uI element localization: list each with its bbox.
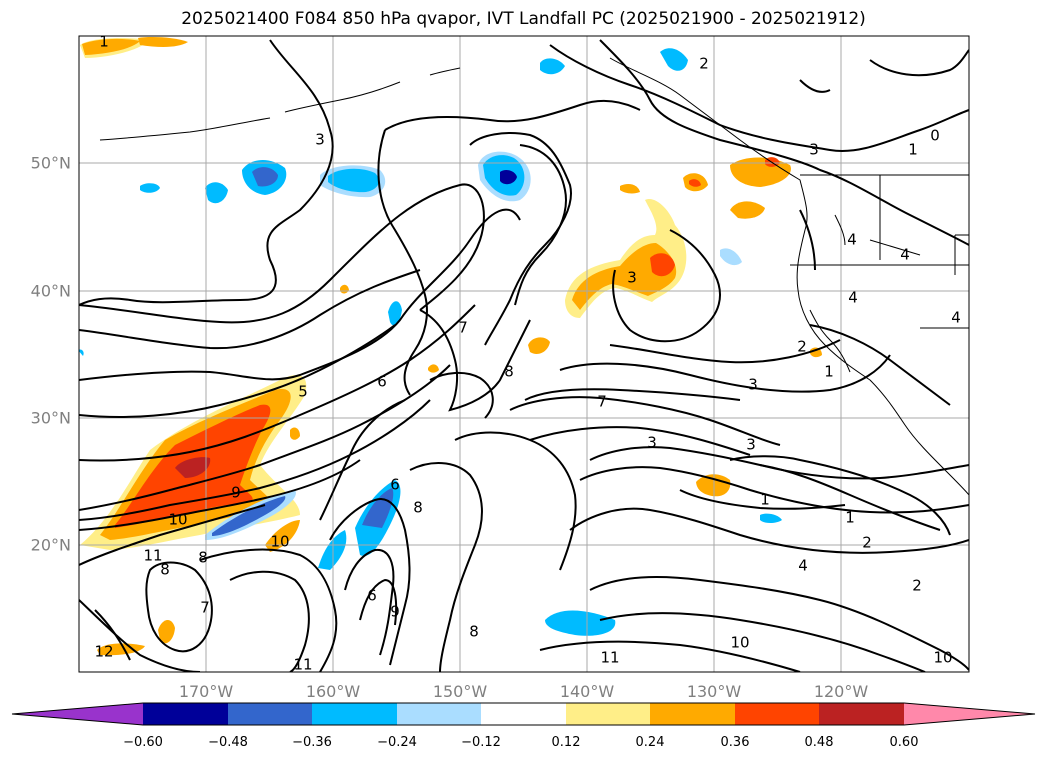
contour-label: 9 <box>390 603 400 621</box>
contour-label: 4 <box>848 289 858 307</box>
contour-label: 4 <box>951 309 961 327</box>
longitude-labels: 170°W 160°W 150°W 140°W 130°W 120°W <box>179 682 869 701</box>
contour-label: 12 <box>94 643 113 661</box>
contour-label: 3 <box>315 131 325 149</box>
colorbar-segment <box>312 703 397 725</box>
contour-label: 11 <box>143 547 162 565</box>
colorbar-extend-right <box>904 703 1035 725</box>
lon-label: 160°W <box>306 682 361 701</box>
contour-label: 1 <box>99 33 109 51</box>
chart-title: 2025021400 F084 850 hPa qvapor, IVT Land… <box>181 9 866 29</box>
contour-label: 8 <box>198 549 208 567</box>
contour-label: 2 <box>912 577 922 595</box>
contour-label: 2 <box>862 534 872 552</box>
contour-label: 7 <box>200 599 210 617</box>
contour-label: 2 <box>797 338 807 356</box>
contour-label: 3 <box>809 141 819 159</box>
lon-label: 170°W <box>179 682 234 701</box>
contour-label: 0 <box>930 127 940 145</box>
lon-label: 140°W <box>560 682 615 701</box>
contour-label: 10 <box>168 511 187 529</box>
contour-label: 1 <box>760 491 770 509</box>
contour-label: 2 <box>699 55 709 73</box>
colorbar-tick-label: 0.24 <box>636 735 665 750</box>
lat-label: 40°N <box>31 282 71 301</box>
contour-label: 8 <box>469 623 479 641</box>
colorbar-tick-label: 0.36 <box>721 735 750 750</box>
contour-label: 3 <box>746 436 756 454</box>
colorbar-tick-label: 0.60 <box>890 735 919 750</box>
contour-lines <box>79 39 969 672</box>
latitude-labels: 50°N 40°N 30°N 20°N <box>31 154 71 555</box>
contour-label: 7 <box>597 393 607 411</box>
contour-label: 11 <box>600 649 619 667</box>
contour-label: 10 <box>270 533 289 551</box>
colorbar-outline <box>11 702 1036 726</box>
lat-label: 30°N <box>31 409 71 428</box>
contour-label: 1 <box>845 509 855 527</box>
contour-label: 10 <box>730 634 749 652</box>
contour-label: 6 <box>367 587 377 605</box>
colorbar-segment <box>819 703 904 725</box>
lon-label: 130°W <box>687 682 742 701</box>
lat-label: 20°N <box>31 536 71 555</box>
colorbar-segment <box>397 703 481 725</box>
contour-label-layer: 1 2 3 0 1 3 4 4 4 4 5 6 7 8 3 3 3 3 2 1 … <box>94 33 960 674</box>
colorbar-extend-left <box>12 703 143 725</box>
colorbar-tick-label: −0.36 <box>292 735 332 750</box>
colorbar-segment <box>650 703 735 725</box>
contour-label: 6 <box>390 476 400 494</box>
contour-label: 1 <box>908 141 918 159</box>
contour-label: 10 <box>933 649 952 667</box>
contour-label: 8 <box>160 561 170 579</box>
contour-label: 1 <box>824 363 834 381</box>
contour-label: 3 <box>647 434 657 452</box>
colorbar-tick-label: −0.12 <box>461 735 501 750</box>
colorbar-segment <box>566 703 650 725</box>
contour-label: 9 <box>231 484 241 502</box>
colorbar-segment <box>735 703 819 725</box>
contour-label: 7 <box>458 319 468 337</box>
lat-label: 50°N <box>31 154 71 173</box>
contour-label: 8 <box>504 363 514 381</box>
contour-label: 4 <box>798 557 808 575</box>
colorbar-segment <box>143 703 228 725</box>
contour-label: 8 <box>413 499 423 517</box>
lon-label: 120°W <box>814 682 869 701</box>
colorbar-segment <box>228 703 312 725</box>
colorbar-tick-label: −0.60 <box>123 735 163 750</box>
contour-label: 11 <box>293 656 312 674</box>
colorbar: −0.60 −0.48 −0.36 −0.24 −0.12 0.12 0.24 … <box>11 702 1036 750</box>
contour-label: 3 <box>748 376 758 394</box>
contour-label: 3 <box>627 269 637 287</box>
colorbar-tick-label: −0.48 <box>208 735 248 750</box>
graticule <box>79 36 969 672</box>
contour-label: 4 <box>847 231 857 249</box>
colorbar-tick-label: 0.12 <box>552 735 581 750</box>
colorbar-segment <box>481 703 566 725</box>
contour-label: 4 <box>900 246 910 264</box>
map-plot-area <box>79 36 969 672</box>
contour-label: 6 <box>377 373 387 391</box>
contour-label: 5 <box>298 383 308 401</box>
colorbar-tick-label: 0.48 <box>805 735 834 750</box>
lon-label: 150°W <box>433 682 488 701</box>
map-frame <box>78 35 970 673</box>
filled-anomaly-layer <box>79 37 822 656</box>
colorbar-tick-label: −0.24 <box>377 735 417 750</box>
coastlines <box>99 57 969 496</box>
